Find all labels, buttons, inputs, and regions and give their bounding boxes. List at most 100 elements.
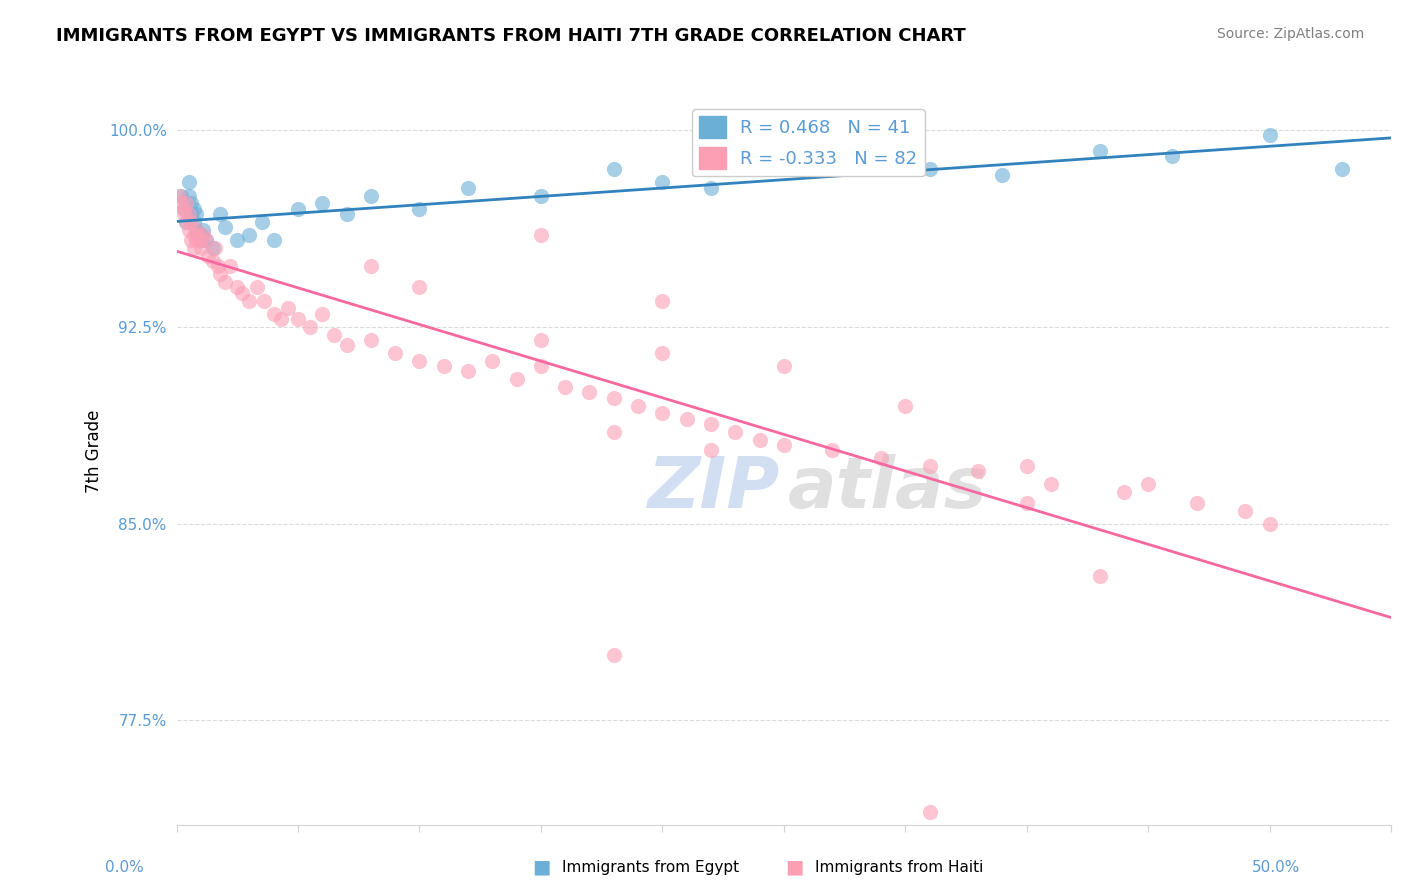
Point (1088, 144, 1111, 158)
Text: ■: ■ (531, 857, 551, 876)
Point (197, 249, 219, 263)
Point (287, 312, 309, 326)
Point (700, 417, 723, 431)
Point (408, 280, 430, 294)
Text: 0.0%: 0.0% (105, 861, 145, 875)
Point (177, 176, 200, 190)
Point (700, 180, 723, 194)
Point (845, 154, 868, 169)
Point (603, 162, 626, 177)
Point (263, 233, 285, 247)
Legend: R = 0.468   N = 41, R = -0.333   N = 82: R = 0.468 N = 41, R = -0.333 N = 82 (692, 109, 925, 177)
Point (360, 333, 382, 347)
Point (193, 222, 215, 236)
Point (408, 354, 430, 368)
Point (170, 188, 193, 202)
Point (1161, 149, 1184, 163)
Point (202, 254, 225, 268)
Point (651, 293, 673, 308)
Point (204, 241, 226, 255)
Point (1185, 495, 1208, 509)
Point (772, 162, 794, 177)
Point (173, 202, 195, 216)
Point (651, 406, 673, 420)
Point (183, 227, 205, 242)
Point (603, 425, 626, 439)
Point (651, 176, 673, 190)
Point (287, 202, 309, 216)
Point (530, 359, 553, 373)
Point (603, 648, 626, 662)
Point (1015, 495, 1038, 509)
Point (202, 241, 225, 255)
Point (214, 275, 236, 289)
Point (194, 233, 217, 247)
Point (918, 805, 941, 820)
Point (173, 207, 195, 221)
Point (700, 443, 723, 458)
Point (173, 202, 195, 216)
Point (187, 227, 209, 242)
Point (180, 207, 202, 221)
Point (231, 285, 253, 300)
Point (1258, 128, 1281, 143)
Point (183, 241, 205, 255)
Point (675, 411, 697, 425)
Point (918, 458, 941, 473)
Text: IMMIGRANTS FROM EGYPT VS IMMIGRANTS FROM HAITI 7TH GRADE CORRELATION CHART: IMMIGRANTS FROM EGYPT VS IMMIGRANTS FROM… (56, 27, 966, 45)
Point (530, 333, 553, 347)
Point (311, 196, 333, 211)
Point (991, 168, 1014, 182)
Text: ZIP: ZIP (648, 454, 780, 524)
Point (177, 222, 200, 236)
Point (214, 220, 236, 235)
Point (748, 433, 770, 447)
Point (603, 391, 626, 405)
Point (384, 346, 406, 360)
Point (724, 425, 747, 439)
Text: Source: ZipAtlas.com: Source: ZipAtlas.com (1216, 27, 1364, 41)
Point (180, 196, 202, 211)
Point (1112, 485, 1135, 500)
Point (194, 233, 217, 247)
Point (505, 372, 527, 386)
Text: atlas: atlas (787, 454, 987, 524)
Point (170, 196, 193, 211)
Point (457, 180, 479, 194)
Point (530, 227, 553, 242)
Point (918, 162, 941, 177)
Text: Immigrants from Haiti: Immigrants from Haiti (815, 861, 984, 875)
Point (1234, 503, 1257, 517)
Point (190, 233, 212, 247)
Point (457, 364, 479, 378)
Point (894, 399, 917, 413)
Point (1331, 162, 1354, 177)
Point (408, 202, 430, 216)
Point (1258, 516, 1281, 531)
Point (238, 293, 260, 308)
Point (277, 301, 299, 316)
Y-axis label: 7th Grade: 7th Grade (86, 409, 103, 493)
Point (1137, 477, 1160, 491)
Point (299, 319, 322, 334)
Point (209, 267, 232, 281)
Point (250, 215, 273, 229)
Point (627, 399, 650, 413)
Point (184, 207, 207, 221)
Point (360, 188, 382, 202)
Point (184, 222, 207, 236)
Point (481, 354, 503, 368)
Point (246, 280, 269, 294)
Point (336, 207, 359, 221)
Point (967, 464, 990, 478)
Point (190, 241, 212, 255)
Point (530, 188, 553, 202)
Point (184, 233, 207, 247)
Text: ■: ■ (785, 857, 804, 876)
Point (821, 443, 844, 458)
Point (1088, 569, 1111, 583)
Point (433, 359, 456, 373)
Point (207, 260, 229, 274)
Point (190, 227, 212, 242)
Point (1039, 477, 1062, 491)
